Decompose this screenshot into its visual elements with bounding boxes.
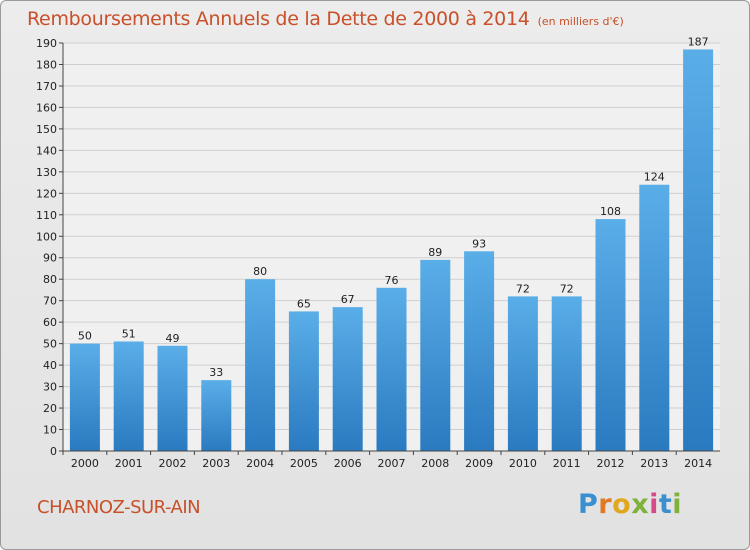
y-axis-ticks: 0 10 20 30 40 50 60 70 80 90 100 110 120 130 140 150 160… <box>36 37 63 458</box>
bar-value-label: 89 <box>428 246 442 259</box>
proxiti-logo: Proxiti <box>578 489 682 520</box>
logo-letter: P <box>578 489 599 520</box>
x-tick-label: 2002 <box>159 457 187 470</box>
bar-2002 <box>157 345 188 451</box>
bar-value-label: 49 <box>166 332 180 345</box>
y-tick-label: 160 <box>36 101 57 114</box>
x-tick-label: 2006 <box>334 457 362 470</box>
y-tick-label: 190 <box>36 37 57 50</box>
bar-2006 <box>332 307 363 451</box>
chart-title: Remboursements Annuels de la Dette de 20… <box>27 8 624 30</box>
bar-value-label: 80 <box>253 265 267 278</box>
x-tick-label: 2007 <box>378 457 406 470</box>
y-tick-label: 180 <box>36 58 57 71</box>
x-axis-ticks: 2000 2001 2002 2003 2004 2005 2006 2007 2008 2009… <box>62 451 712 470</box>
bar-value-label: 72 <box>560 282 574 295</box>
y-tick-label: 50 <box>43 338 57 351</box>
x-tick-label: 2008 <box>421 457 449 470</box>
logo-letter: o <box>612 489 632 520</box>
bar-value-label: 50 <box>78 330 92 343</box>
bar-value-label: 33 <box>209 366 223 379</box>
y-tick-label: 130 <box>36 166 57 179</box>
x-tick-label: 2004 <box>246 457 274 470</box>
y-tick-label: 150 <box>36 123 57 136</box>
y-tick-label: 10 <box>43 424 57 437</box>
x-tick-label: 2011 <box>553 457 581 470</box>
bar-2001 <box>113 341 144 451</box>
x-tick-label: 2000 <box>71 457 99 470</box>
bar-value-label: 108 <box>600 205 621 218</box>
y-tick-label: 140 <box>36 144 57 157</box>
logo-letter: i <box>672 489 683 520</box>
bar-2004 <box>245 279 276 451</box>
x-tick-label: 2014 <box>684 457 712 470</box>
bar-2007 <box>376 287 407 451</box>
bar-2009 <box>464 251 495 451</box>
bar-value-label: 187 <box>688 35 709 48</box>
y-tick-label: 30 <box>43 381 57 394</box>
bar-2000 <box>69 343 100 451</box>
bars: 50 51 49 33 80 65 67 76 89 93 72 72 108 124 187 <box>69 35 714 451</box>
chart-unit: (en milliers d'€) <box>537 15 624 28</box>
logo-letter: x <box>631 489 650 520</box>
y-tick-label: 70 <box>43 295 57 308</box>
bar-chart: 0 10 20 30 40 50 60 70 80 90 100 110 120 130 140 150 160… <box>36 35 720 470</box>
bar-value-label: 65 <box>297 297 311 310</box>
bar-2014 <box>683 49 714 451</box>
bar-2008 <box>420 259 451 451</box>
x-tick-label: 2003 <box>202 457 230 470</box>
logo-letter: r <box>598 489 613 520</box>
logo-letter: t <box>658 489 673 520</box>
x-tick-label: 2010 <box>509 457 537 470</box>
y-tick-label: 0 <box>50 445 57 458</box>
bar-value-label: 124 <box>644 171 665 184</box>
bar-2011 <box>551 296 582 451</box>
bar-2012 <box>595 219 626 451</box>
y-tick-label: 40 <box>43 359 57 372</box>
y-tick-label: 170 <box>36 80 57 93</box>
chart-title-text: Remboursements Annuels de la Dette de 20… <box>27 8 530 30</box>
y-tick-label: 90 <box>43 252 57 265</box>
x-tick-label: 2005 <box>290 457 318 470</box>
y-tick-label: 120 <box>36 187 57 200</box>
x-tick-label: 2009 <box>465 457 493 470</box>
bar-2010 <box>507 296 538 451</box>
bar-2003 <box>201 380 232 451</box>
bar-value-label: 51 <box>122 327 136 340</box>
x-tick-label: 2001 <box>115 457 143 470</box>
y-tick-label: 60 <box>43 316 57 329</box>
y-tick-label: 110 <box>36 209 57 222</box>
y-tick-label: 100 <box>36 230 57 243</box>
bar-value-label: 93 <box>472 237 486 250</box>
commune-name: CHARNOZ-SUR-AIN <box>37 497 201 518</box>
bar-2013 <box>639 184 670 451</box>
bar-value-label: 72 <box>516 282 530 295</box>
y-tick-label: 20 <box>43 402 57 415</box>
y-tick-label: 80 <box>43 273 57 286</box>
x-tick-label: 2012 <box>597 457 625 470</box>
bar-value-label: 67 <box>341 293 355 306</box>
x-tick-label: 2013 <box>640 457 668 470</box>
bar-value-label: 76 <box>385 274 399 287</box>
bar-2005 <box>288 311 319 451</box>
logo-letter: i <box>649 489 659 520</box>
